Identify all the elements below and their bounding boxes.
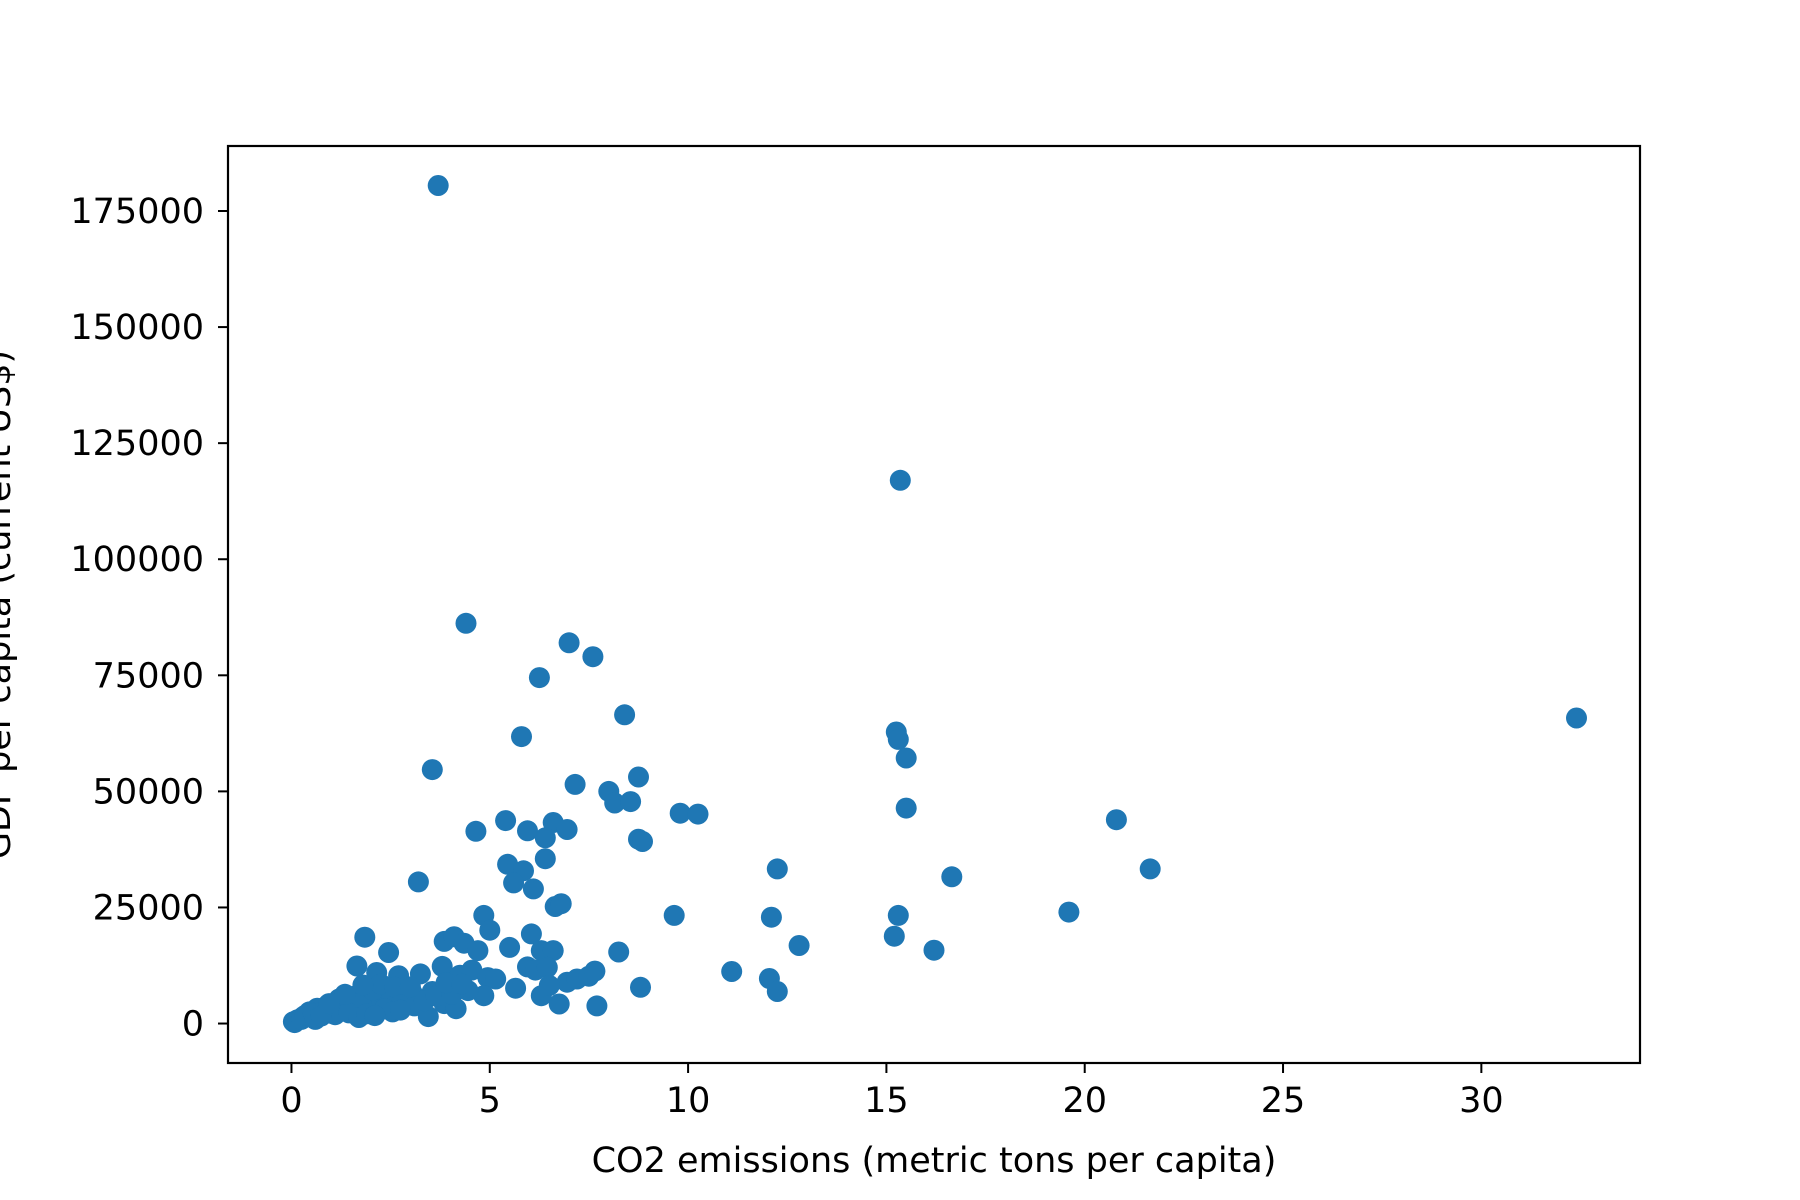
data-point xyxy=(687,803,709,825)
data-point xyxy=(614,704,636,726)
data-point xyxy=(895,747,917,769)
x-tick-label: 5 xyxy=(479,1081,501,1121)
data-point xyxy=(548,993,570,1015)
data-point xyxy=(538,975,560,996)
data-point xyxy=(427,175,449,196)
ticks-layer: 0 5 10 15 20 25 30 0 25000 50000 75000 100000 125000… xyxy=(70,192,1503,1121)
data-point xyxy=(628,766,649,788)
data-point xyxy=(536,956,558,978)
data-point xyxy=(352,974,374,996)
data-point xyxy=(390,999,411,1021)
data-point xyxy=(407,871,429,893)
data-point xyxy=(421,759,443,781)
data-point xyxy=(522,878,544,900)
data-point xyxy=(887,904,909,926)
x-tick-label: 25 xyxy=(1261,1081,1306,1121)
data-point xyxy=(431,955,453,977)
data-point xyxy=(499,936,521,958)
data-point xyxy=(1105,809,1127,831)
data-point xyxy=(364,1005,386,1027)
data-point xyxy=(451,973,473,995)
data-point xyxy=(584,960,606,982)
data-point xyxy=(318,993,340,1015)
x-tick-label: 10 xyxy=(666,1081,711,1121)
data-point xyxy=(354,926,376,948)
plot-frame xyxy=(226,144,1642,1065)
data-point xyxy=(465,820,487,842)
y-tick-label: 125000 xyxy=(70,424,204,464)
data-point xyxy=(497,853,519,875)
y-tick-label: 175000 xyxy=(70,192,204,232)
data-point xyxy=(399,976,421,998)
data-point xyxy=(669,802,691,824)
data-point xyxy=(503,872,525,894)
data-point xyxy=(1058,901,1080,923)
data-point xyxy=(455,612,477,634)
data-point xyxy=(435,972,457,994)
data-point xyxy=(473,985,495,1007)
x-tick-label: 15 xyxy=(864,1081,909,1121)
data-point xyxy=(485,968,507,990)
data-point xyxy=(534,848,556,870)
data-point xyxy=(889,469,911,491)
data-point xyxy=(550,893,572,915)
x-tick-label: 20 xyxy=(1062,1081,1107,1121)
x-tick-label: 30 xyxy=(1459,1081,1504,1121)
y-tick-label: 0 xyxy=(182,1005,204,1045)
data-point xyxy=(766,981,788,1002)
data-point xyxy=(604,792,626,814)
x-tick-label: 0 xyxy=(280,1081,302,1121)
data-point xyxy=(334,983,356,1005)
data-point xyxy=(582,646,604,668)
data-point xyxy=(620,791,642,813)
data-point xyxy=(517,820,538,842)
data-point xyxy=(505,977,527,999)
data-point xyxy=(528,667,550,689)
data-point xyxy=(378,942,400,963)
data-point xyxy=(887,728,909,750)
data-point xyxy=(467,940,489,962)
data-point xyxy=(534,827,556,849)
data-point xyxy=(520,923,542,945)
data-point xyxy=(558,632,580,654)
data-point xyxy=(417,1006,439,1028)
data-point xyxy=(788,935,810,956)
y-tick-label: 75000 xyxy=(93,656,204,696)
data-point xyxy=(479,919,501,941)
data-point xyxy=(608,941,630,963)
y-tick-label: 25000 xyxy=(93,888,204,928)
data-point xyxy=(384,976,406,998)
y-tick-label: 100000 xyxy=(70,540,204,580)
data-point xyxy=(346,955,368,977)
data-point xyxy=(495,810,517,832)
data-point xyxy=(630,976,651,998)
data-point xyxy=(542,940,564,962)
data-point xyxy=(760,906,782,928)
data-point xyxy=(721,961,743,982)
points-layer xyxy=(282,175,1587,1034)
data-point xyxy=(632,831,653,852)
data-point xyxy=(564,773,586,795)
data-point xyxy=(586,995,608,1017)
x-axis-label: CO2 emissions (metric tons per capita) xyxy=(592,1141,1277,1181)
data-point xyxy=(511,726,532,748)
data-point xyxy=(923,939,945,961)
data-point xyxy=(663,904,685,926)
data-point xyxy=(766,858,788,880)
data-point xyxy=(556,819,578,840)
data-point xyxy=(1566,707,1587,729)
data-point xyxy=(895,797,917,819)
data-point xyxy=(1139,858,1161,880)
y-tick-label: 50000 xyxy=(93,772,204,812)
y-axis-label: GDP per capita (current US$) xyxy=(0,350,19,859)
data-point xyxy=(941,866,963,888)
data-point xyxy=(883,925,905,947)
y-tick-label: 150000 xyxy=(70,308,204,348)
